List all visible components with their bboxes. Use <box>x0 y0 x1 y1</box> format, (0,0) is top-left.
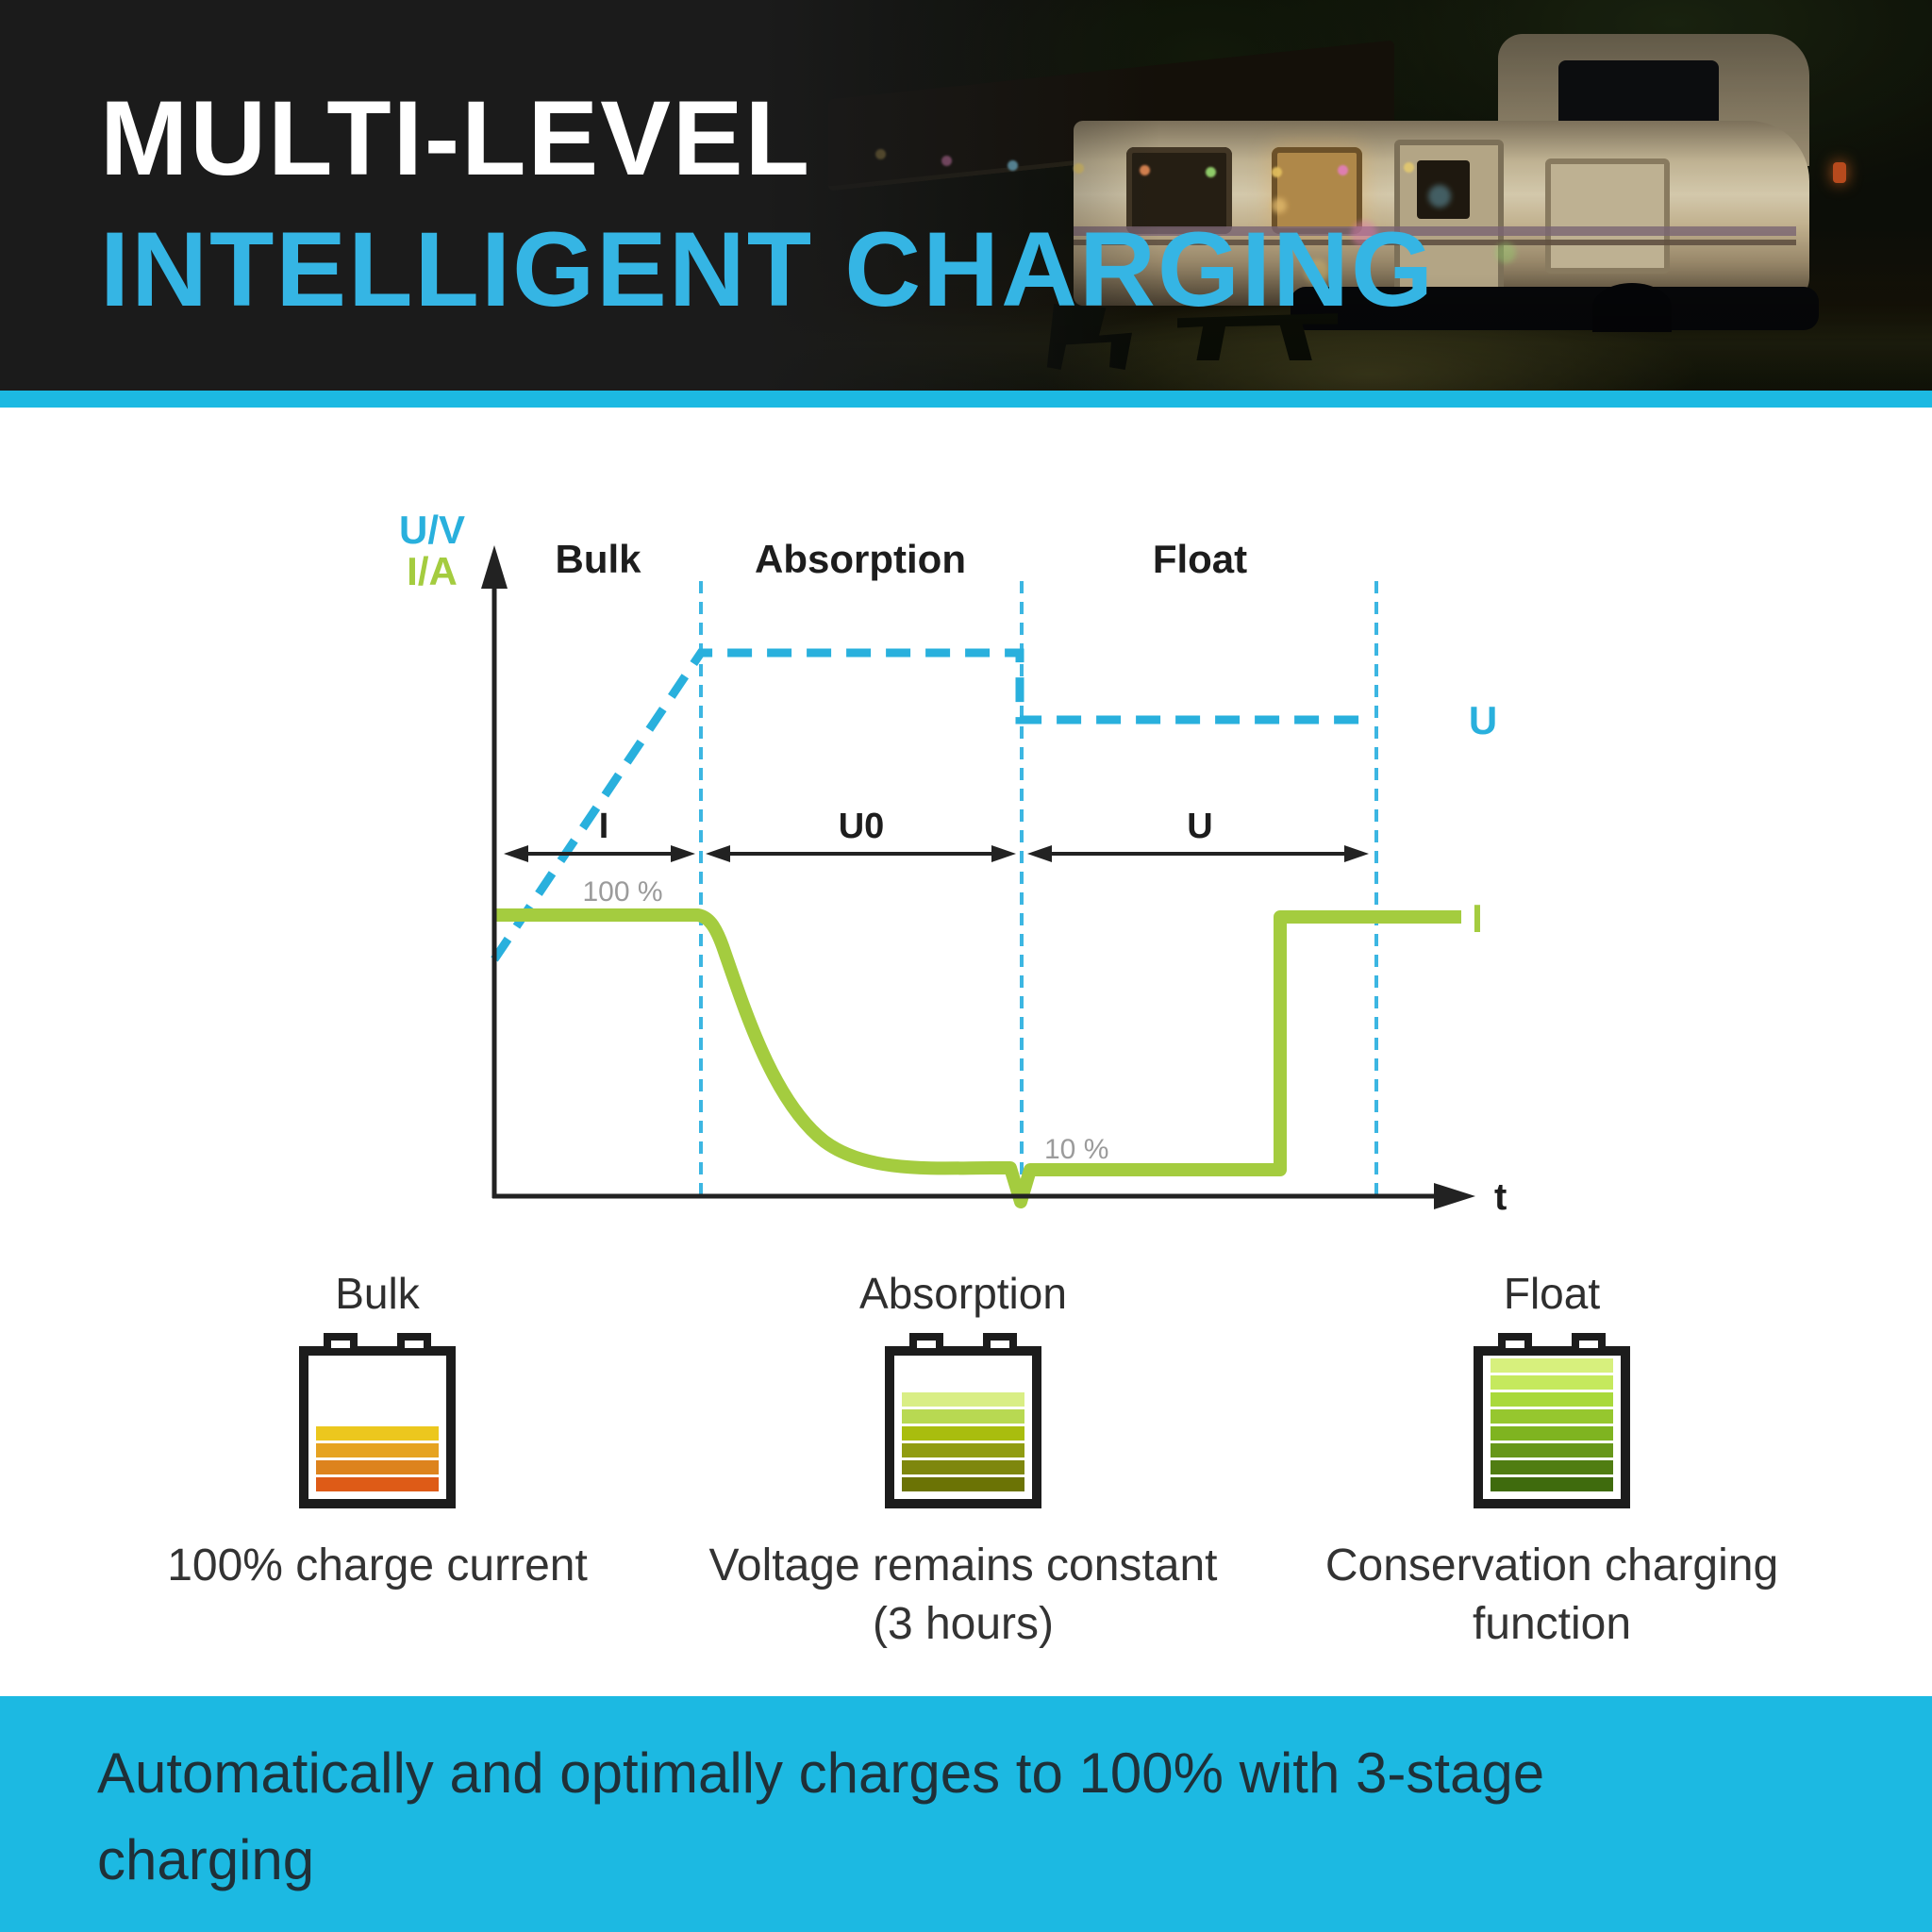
battery-stage-caption: Voltage remains constant (3 hours) <box>708 1540 1218 1649</box>
x-axis-time-label: t <box>1494 1176 1507 1218</box>
mode-label-i: I <box>599 807 609 846</box>
battery-charge-bar <box>1491 1357 1613 1373</box>
photo-fade-overlay <box>762 0 1932 391</box>
battery-charge-bar <box>1491 1442 1613 1457</box>
battery-stage-float: Float Conservation charging function <box>1288 1270 1816 1654</box>
battery-charge-bar <box>1491 1391 1613 1407</box>
battery-charge-bar <box>902 1476 1024 1491</box>
battery-stage-bulk: Bulk 100% charge current <box>113 1270 641 1595</box>
battery-charge-bar <box>902 1391 1024 1407</box>
annotation-100-percent: 100 % <box>582 876 662 908</box>
battery-terminal-icon <box>324 1332 358 1356</box>
battery-terminal-icon <box>1498 1332 1532 1356</box>
phase-label-bulk: Bulk <box>555 537 641 581</box>
battery-charge-bar <box>902 1459 1024 1474</box>
current-series-label: I <box>1472 896 1483 941</box>
battery-icon-absorption <box>885 1332 1041 1508</box>
battery-charge-bars <box>902 1391 1024 1491</box>
header-titles: MULTI-LEVEL INTELLIGENT CHARGING <box>100 79 1435 329</box>
battery-terminal-icon <box>909 1332 943 1356</box>
voltage-curve <box>491 648 1370 962</box>
battery-charge-bar <box>1491 1476 1613 1491</box>
battery-icon-bulk <box>299 1332 456 1508</box>
page-title-line1: MULTI-LEVEL <box>100 79 812 197</box>
charging-curve-chart: U/V I/A t Bulk Absorption Float I U0 U 1… <box>399 508 1507 1218</box>
annotation-10-percent: 10 % <box>1044 1134 1108 1165</box>
phase-label-float: Float <box>1153 537 1247 581</box>
battery-terminal-icon <box>983 1332 1017 1356</box>
y-axis-current-unit-label: I/A <box>407 549 458 593</box>
battery-charge-bars <box>316 1425 439 1491</box>
header: MULTI-LEVEL INTELLIGENT CHARGING <box>0 0 1932 391</box>
y-axis-arrowhead <box>481 545 508 589</box>
battery-stage-heading: Absorption <box>859 1269 1067 1318</box>
battery-charge-bar <box>316 1476 439 1491</box>
battery-stage-absorption: Absorption Voltage remains constant (3 h… <box>699 1270 1227 1654</box>
mode-label-u: U <box>1187 807 1212 846</box>
voltage-series-label: U <box>1469 698 1497 742</box>
battery-stage-caption: Conservation charging function <box>1324 1540 1779 1649</box>
battery-stage-heading: Float <box>1503 1269 1601 1318</box>
phase-span-arrows <box>504 845 1369 862</box>
phase-label-absorption: Absorption <box>755 537 966 581</box>
page-title-line2: INTELLIGENT CHARGING <box>100 210 1436 329</box>
summary-banner-text: Automatically and optimally charges to 1… <box>97 1741 1545 1891</box>
x-axis-arrowhead <box>1434 1183 1475 1209</box>
battery-charge-bar <box>1491 1408 1613 1424</box>
battery-charge-bar <box>316 1425 439 1441</box>
battery-charge-bar <box>316 1459 439 1474</box>
battery-stage-heading: Bulk <box>335 1269 420 1318</box>
battery-charge-bar <box>316 1442 439 1457</box>
header-accent-strip <box>0 391 1932 408</box>
battery-charge-bar <box>902 1442 1024 1457</box>
battery-charge-bar <box>1491 1374 1613 1390</box>
battery-charge-bars <box>1491 1357 1613 1491</box>
summary-banner: Automatically and optimally charges to 1… <box>0 1696 1932 1932</box>
current-curve <box>495 908 1461 1208</box>
battery-charge-bar <box>902 1408 1024 1424</box>
battery-charge-bar <box>1491 1425 1613 1441</box>
battery-terminal-icon <box>1572 1332 1606 1356</box>
battery-stage-caption: 100% charge current <box>167 1540 588 1591</box>
y-axis-voltage-unit-label: U/V <box>399 508 465 552</box>
battery-charge-bar <box>1491 1459 1613 1474</box>
mode-label-u0: U0 <box>839 807 885 846</box>
rv-night-photo <box>762 0 1932 391</box>
battery-terminal-icon <box>397 1332 431 1356</box>
battery-icon-float <box>1474 1332 1630 1508</box>
battery-charge-bar <box>902 1425 1024 1441</box>
